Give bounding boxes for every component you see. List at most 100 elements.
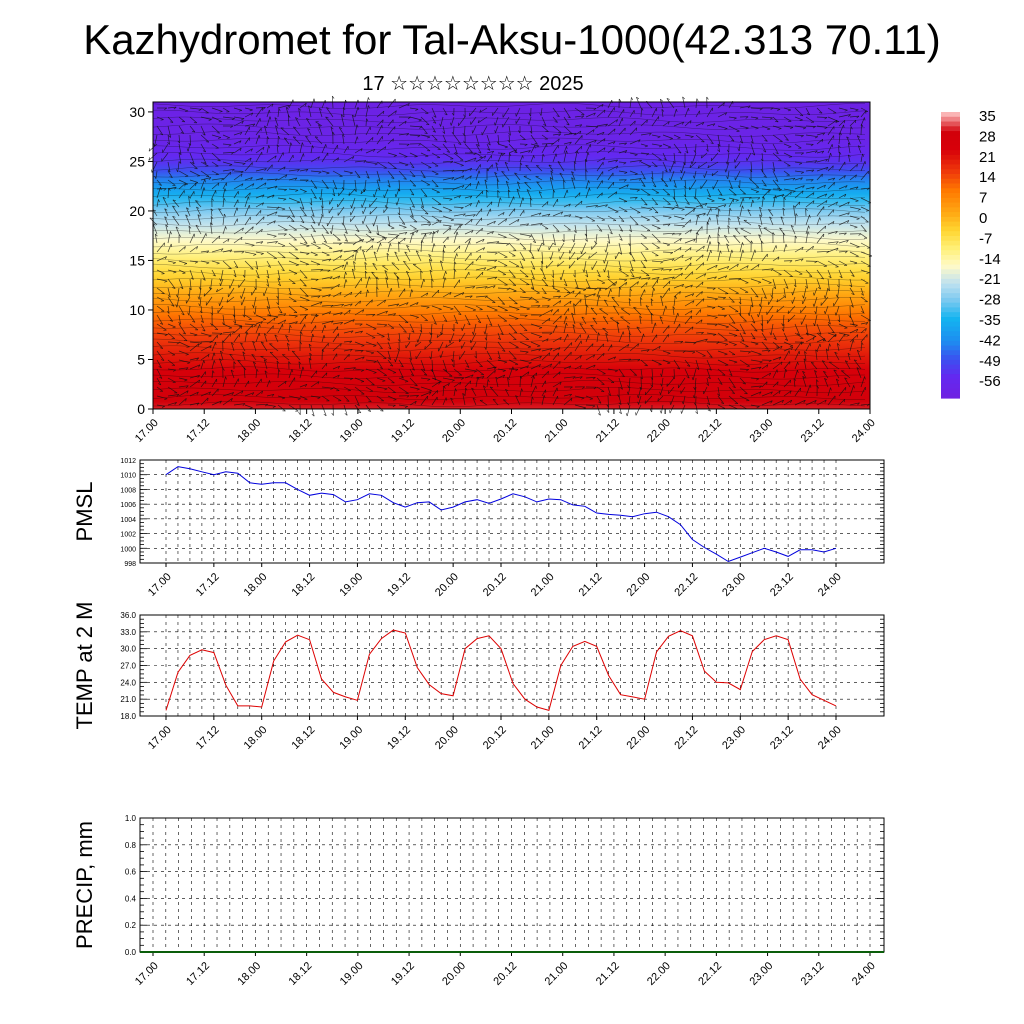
pmsl-y-tick-label: 1012 bbox=[120, 458, 136, 465]
heat-x-tick-label: 19.12 bbox=[389, 417, 417, 445]
pmsl-minor-ticks bbox=[140, 459, 884, 564]
colorbar-label: -42 bbox=[979, 332, 1001, 349]
precip-frame bbox=[139, 817, 885, 953]
heat-y-tick-label: 10 bbox=[129, 302, 145, 318]
heat-y-tick-label: 15 bbox=[129, 252, 145, 268]
heat-x-tick-label: 17.00 bbox=[133, 417, 161, 445]
colorbar-segment bbox=[941, 173, 960, 180]
heat-x-tick-label: 18.00 bbox=[235, 417, 263, 445]
pmsl-x-tick-label: 18.00 bbox=[242, 571, 270, 599]
colorbar-segment bbox=[941, 378, 960, 385]
colorbar-segment bbox=[941, 131, 960, 137]
colorbar-segment bbox=[941, 331, 960, 337]
pmsl-panel: 998 1000 1002 1004 1006 1008 1010 1012 PMSL 17.00… bbox=[72, 458, 885, 599]
colorbar-segment bbox=[941, 121, 960, 127]
colorbar-label: -49 bbox=[979, 353, 1001, 370]
precip-y-tick-label: 1.0 bbox=[125, 814, 137, 823]
colorbar-segment bbox=[941, 235, 960, 242]
precip-grid bbox=[140, 817, 884, 953]
colorbar-segment bbox=[941, 326, 960, 332]
colorbar-segment bbox=[941, 193, 960, 199]
precip-panel: 0.0 0.2 0.4 0.6 0.8 1.0 PRECIP, mm 17.00 17.12 18… bbox=[72, 814, 885, 988]
colorbar-segment bbox=[941, 145, 960, 151]
colorbar-segment bbox=[941, 250, 960, 256]
colorbar-segment bbox=[941, 169, 960, 175]
colorbar-segment bbox=[941, 302, 960, 309]
pmsl-x-tick-label: 21.00 bbox=[529, 571, 557, 599]
colorbar-segment bbox=[941, 164, 960, 170]
pmsl-y-tick-label: 1000 bbox=[120, 546, 136, 553]
heat-x-tick-label: 19.00 bbox=[338, 417, 366, 445]
pmsl-frame bbox=[139, 459, 885, 564]
colorbar-segment bbox=[941, 178, 960, 185]
temp-y-tick-label: 36.0 bbox=[120, 611, 136, 620]
colorbar-segment bbox=[941, 226, 960, 232]
temp-x-tick-label: 18.00 bbox=[242, 724, 270, 752]
heat-y-tick-label: 0 bbox=[137, 401, 145, 417]
temp-x-tick-label: 23.12 bbox=[768, 724, 796, 752]
heatmap-fill bbox=[153, 102, 870, 409]
precip-axis-title: PRECIP, mm bbox=[72, 821, 97, 949]
colorbar-segment bbox=[941, 140, 960, 146]
colorbar-segment bbox=[941, 150, 960, 156]
colorbar-label: 0 bbox=[979, 210, 987, 227]
pmsl-y-tick-label: 1010 bbox=[120, 473, 136, 480]
colorbar-label: 28 bbox=[979, 128, 996, 145]
colorbar-label: 7 bbox=[979, 190, 987, 207]
colorbar-segment bbox=[941, 383, 960, 390]
pmsl-x-tick-label: 17.00 bbox=[146, 571, 174, 599]
heat-x-tick-label: 23.00 bbox=[747, 417, 775, 445]
pmsl-y-tick-label: 1006 bbox=[120, 502, 136, 509]
wind-vectors bbox=[148, 95, 873, 417]
temp-y-tick-label: 21.0 bbox=[120, 695, 136, 704]
precip-x-tick-label: 22.00 bbox=[645, 960, 673, 988]
pmsl-x-tick-label: 23.12 bbox=[768, 571, 796, 599]
colorbar-segment bbox=[941, 159, 960, 166]
heat-y-tick-label: 25 bbox=[129, 153, 145, 169]
colorbar-segment bbox=[941, 183, 960, 189]
heat-x-tick-label: 24.00 bbox=[850, 417, 878, 445]
colorbar-label: 21 bbox=[979, 149, 996, 166]
pmsl-y-tick-label: 1008 bbox=[120, 487, 136, 494]
colorbar-segment bbox=[941, 154, 960, 161]
precip-x-tick-label: 21.00 bbox=[543, 960, 571, 988]
colorbar-segment bbox=[941, 316, 960, 323]
colorbar-segment bbox=[941, 369, 960, 375]
cross-section-panel: 0 5 10 15 20 25 30 17.00 17.12 18.00 18.12 19.00 19.… bbox=[129, 95, 878, 445]
precip-x-tick-label: 20.12 bbox=[491, 960, 519, 988]
pmsl-x-tick-label: 19.00 bbox=[337, 571, 365, 599]
heat-x-tick-label: 21.12 bbox=[594, 417, 622, 445]
heat-x-tick-label: 22.00 bbox=[645, 417, 673, 445]
colorbar-label: -7 bbox=[979, 230, 992, 247]
colorbar: 35 28 21 14 7 0 -7 -14 -21 -28 -35 -42 -49 -56 bbox=[941, 108, 1001, 399]
colorbar-segment bbox=[941, 355, 960, 361]
colorbar-segment bbox=[941, 278, 960, 285]
colorbar-segment bbox=[941, 259, 960, 266]
pmsl-x-tick-label: 21.12 bbox=[577, 571, 605, 599]
pmsl-x-tick-label: 23.00 bbox=[720, 571, 748, 599]
colorbar-segment bbox=[941, 245, 960, 251]
colorbar-segment bbox=[941, 374, 960, 380]
temp-x-tick-label: 22.00 bbox=[624, 724, 652, 752]
precip-minor-ticks bbox=[140, 817, 884, 953]
precip-x-tick-label: 17.00 bbox=[133, 960, 161, 988]
pmsl-grid bbox=[140, 459, 884, 564]
heat-x-tick-label: 23.12 bbox=[799, 417, 827, 445]
pmsl-y-tick-label: 998 bbox=[124, 561, 136, 568]
precip-x-tick-label: 17.12 bbox=[184, 960, 212, 988]
colorbar-segment bbox=[941, 340, 960, 347]
temp-y-tick-label: 18.0 bbox=[120, 712, 136, 721]
colorbar-segment bbox=[941, 293, 960, 299]
pmsl-axis-title: PMSL bbox=[72, 482, 97, 542]
temp-minor-ticks bbox=[140, 614, 884, 717]
heat-x-tick-label: 20.12 bbox=[491, 417, 519, 445]
temp-panel: 18.0 21.0 24.0 27.0 30.0 33.0 36.0 TEMP at 2 M 1… bbox=[72, 602, 885, 752]
heat-x-tick-label: 20.00 bbox=[440, 417, 468, 445]
colorbar-label: -56 bbox=[979, 373, 1001, 390]
temp-x-tick-label: 23.00 bbox=[720, 724, 748, 752]
colorbar-segment bbox=[941, 336, 960, 342]
temp-y-tick-label: 33.0 bbox=[120, 628, 136, 637]
colorbar-label: -28 bbox=[979, 292, 1001, 309]
precip-x-tick-label: 18.00 bbox=[235, 960, 263, 988]
colorbar-segment bbox=[941, 364, 960, 370]
